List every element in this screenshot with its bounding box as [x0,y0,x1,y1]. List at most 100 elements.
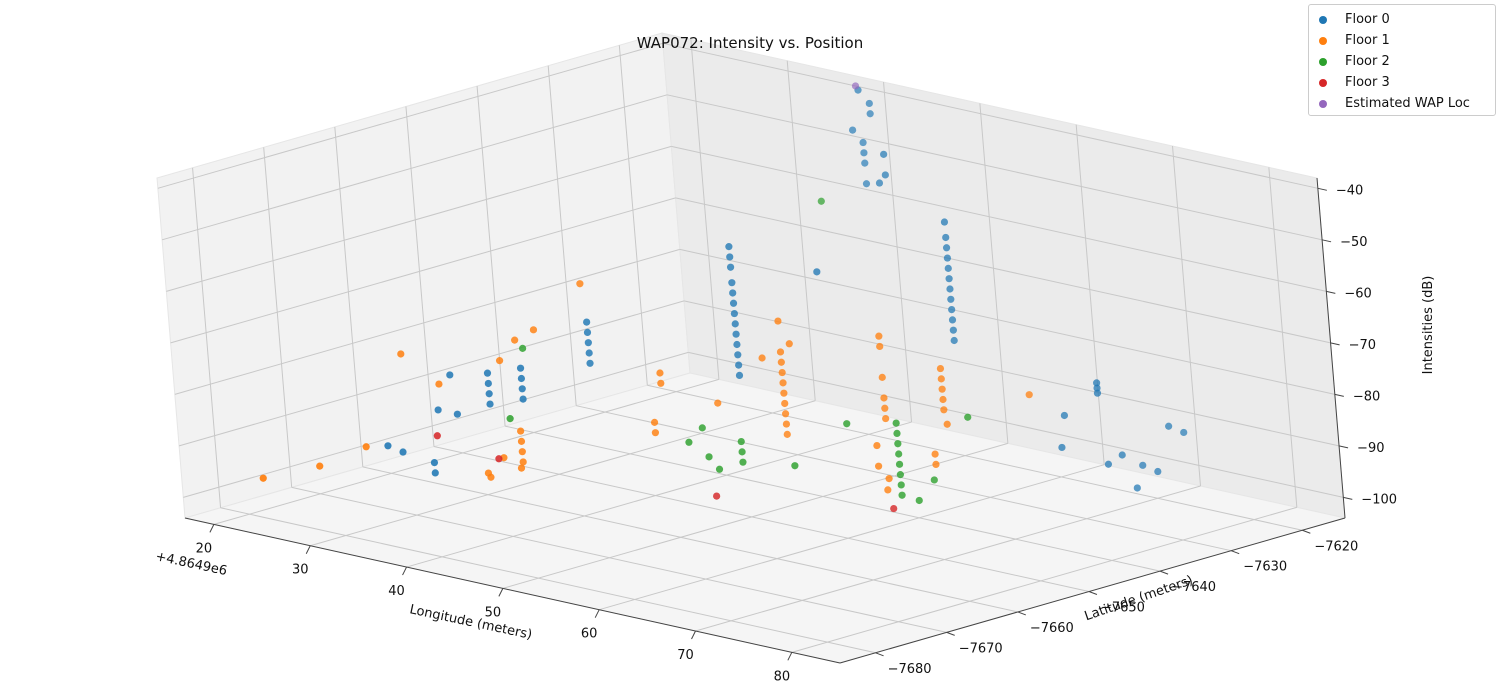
data-point-floor-0 [813,268,821,276]
data-point-floor-0 [1139,461,1147,469]
data-point-floor-2 [964,413,972,421]
data-point-floor-1 [517,464,526,472]
data-point-floor-1 [519,458,527,466]
x-tick-mark [787,652,793,661]
x-tick-label: 30 [292,563,309,578]
data-point-floor-0 [1165,422,1173,430]
x-tick-mark [594,609,600,618]
gridline-x-floor [406,421,912,568]
data-point-floor-2 [698,424,706,432]
data-point-floor-1 [876,342,884,351]
data-point-floor-2 [930,476,938,484]
data-point-floor-0 [399,448,407,456]
gridline-x-back [1268,167,1298,508]
legend-marker [1319,36,1327,45]
gridline-y-floor [291,486,947,633]
data-point-floor-0 [517,374,526,383]
y-tick-mark [1088,591,1098,595]
z-tick-label: −100 [1361,492,1397,507]
data-point-floor-2 [895,460,904,468]
data-point-floor-0 [881,171,889,179]
data-point-floor-1 [518,448,526,456]
data-point-floor-0 [431,469,439,477]
data-point-floor-0 [1180,428,1188,437]
data-point-floor-0 [1154,467,1162,476]
data-point-floor-3 [433,432,441,440]
z-tick-mark [1321,239,1332,243]
gridline-z-back [666,94,1323,241]
data-point-floor-0 [735,371,744,380]
data-point-floor-0 [945,275,953,283]
data-point-floor-2 [506,415,514,423]
gridline-y-floor [647,384,1303,531]
data-point-floor-1 [873,441,881,450]
y-tick-mark [1017,611,1026,616]
legend-item-wap-loc: Estimated WAP Loc [1317,93,1487,114]
x-tick-label: 50 [485,605,502,620]
data-point-floor-1 [776,348,785,356]
data-point-floor-0 [865,99,873,108]
x-axis-line [184,517,841,664]
data-point-floor-2 [737,437,745,446]
x-tick-label: 60 [581,627,598,642]
data-point-floor-2 [894,440,902,448]
z-tick-label: −50 [1340,235,1367,250]
gridline-z-left [178,300,685,447]
z-tick-label: −80 [1353,389,1380,404]
data-point-floor-1 [657,379,665,387]
gridline-z-left [174,248,680,395]
data-point-floor-2 [817,197,825,205]
data-point-floor-0 [862,180,871,188]
data-point-floor-0 [1060,411,1069,420]
gridline-x-back [979,103,1009,444]
data-point-floor-1 [880,394,888,402]
gridline-y-left [405,106,435,447]
data-point-floor-0 [583,328,592,337]
data-point-floor-0 [940,218,949,226]
z-tick-mark [1330,342,1340,346]
x-tick-mark [498,588,504,597]
x-tick-label: 70 [677,648,694,663]
data-point-floor-1 [650,418,659,426]
y-tick-mark [1302,529,1311,534]
data-point-floor-1 [495,357,504,365]
data-point-floor-2 [897,481,905,489]
data-point-floor-1 [656,369,664,377]
chart-title: WAP072: Intensity vs. Position [637,34,863,52]
gridline-x-back [690,39,720,380]
y-tick-label: −7670 [959,641,1003,656]
x-tick-mark [691,630,696,640]
data-point-floor-0 [485,390,493,398]
gridline-z-left [183,351,689,498]
data-point-floor-0 [950,336,958,345]
data-point-floor-1 [651,429,660,437]
data-point-floor-0 [584,339,592,347]
legend-label: Estimated WAP Loc [1345,96,1470,111]
gridline-y-left [192,167,222,508]
data-point-floor-2 [893,429,901,438]
data-point-floor-0 [875,179,884,187]
data-point-floor-1 [881,404,889,412]
data-point-floor-1 [943,420,951,428]
data-point-floor-1 [397,350,405,358]
data-point-floor-1 [931,450,939,458]
data-point-floor-2 [685,438,693,446]
data-point-floor-0 [949,326,957,334]
data-point-floor-0 [518,385,526,393]
data-point-floor-0 [486,400,494,408]
data-point-floor-1 [885,475,893,483]
data-point-floor-0 [1104,460,1113,468]
data-point-floor-0 [483,369,492,377]
data-point-floor-0 [728,279,736,287]
gridline-z-left [157,42,663,189]
x-axis-label: Longitude (meters) [408,602,533,643]
data-point-floor-0 [384,442,392,450]
data-point-floor-0 [453,410,461,418]
gridline-x-floor [310,400,816,547]
gridlines [157,39,1344,654]
data-point-floor-3 [713,492,721,500]
data-point-floor-1 [576,280,584,288]
data-point-floor-0 [1118,451,1126,459]
data-point-floor-0 [446,371,454,379]
data-point-floor-0 [944,264,952,272]
